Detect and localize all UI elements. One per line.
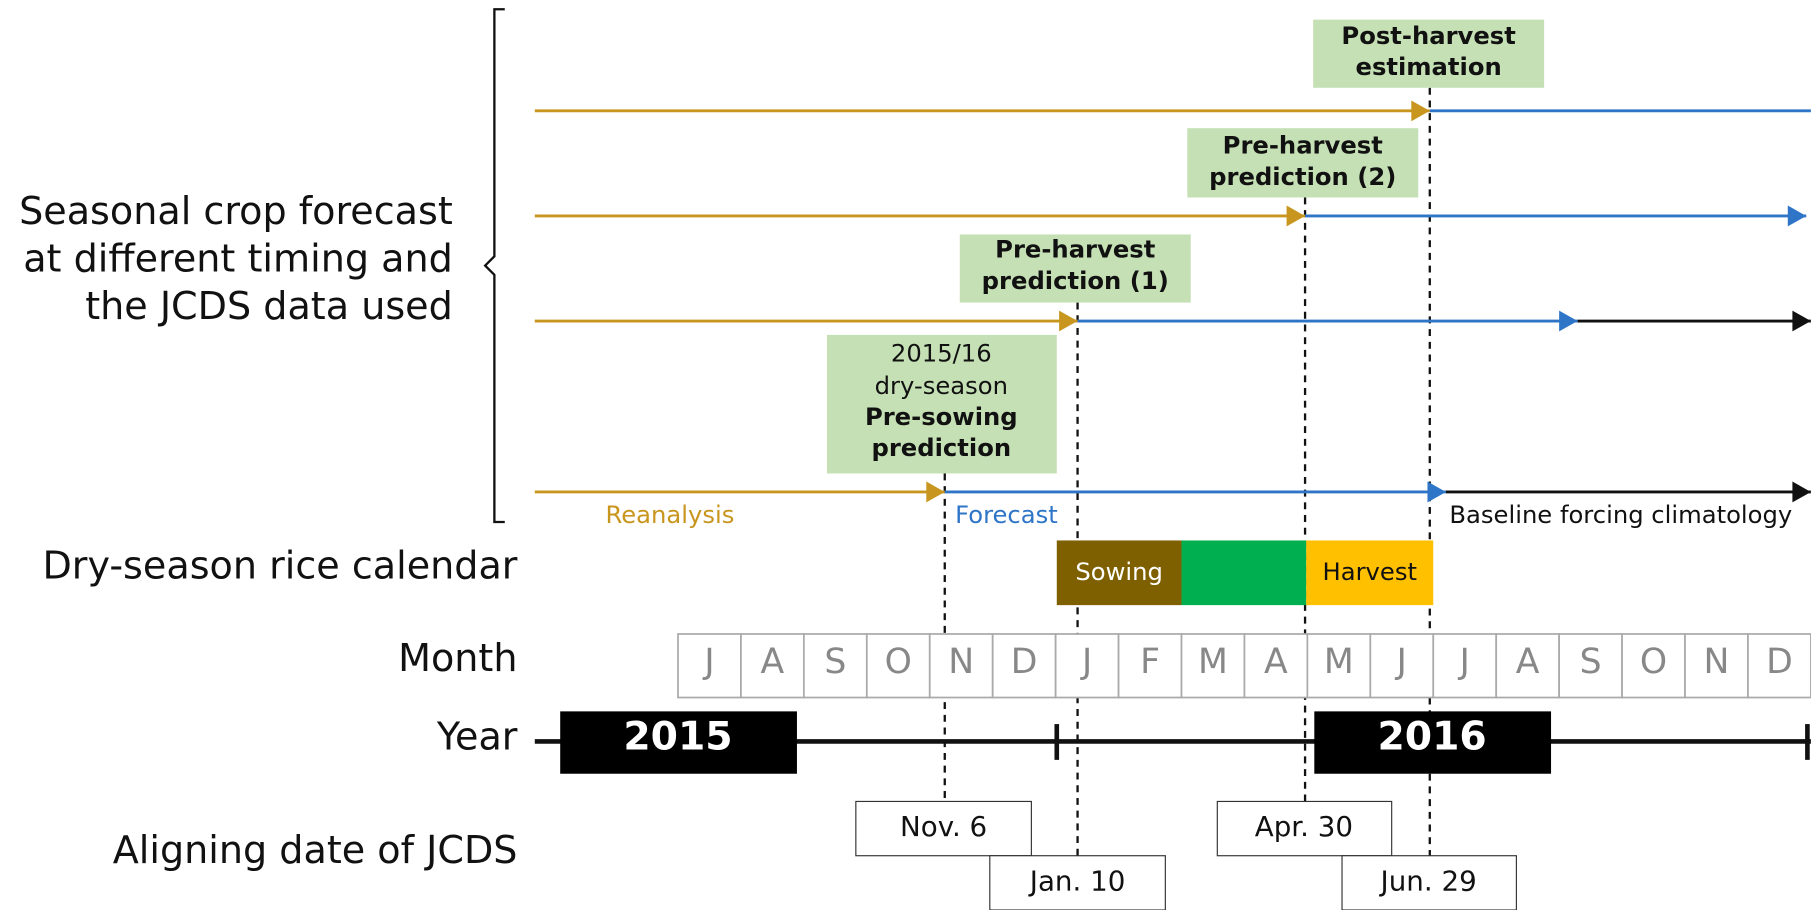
arrowhead <box>1792 481 1811 503</box>
date-text: Jan. 10 <box>1028 864 1126 897</box>
sowing-bar <box>1056 540 1182 606</box>
stage-box <box>1187 128 1419 198</box>
month-text: J <box>1458 642 1470 682</box>
row-label: Year <box>436 715 518 759</box>
month-text: O <box>1640 642 1667 682</box>
arrowhead <box>926 481 945 503</box>
stage-text: estimation <box>1356 52 1502 81</box>
month-text: D <box>1766 642 1793 682</box>
year-text: 2015 <box>623 715 732 760</box>
harvest-bar <box>1306 540 1434 606</box>
date-box <box>855 800 1032 857</box>
month-text: M <box>1198 642 1228 682</box>
date-box <box>1216 800 1393 857</box>
month-box <box>1558 633 1623 699</box>
date-text: Apr. 30 <box>1255 810 1353 843</box>
stage-text: Pre-harvest <box>1223 131 1384 160</box>
stage-text: Pre-sowing <box>865 402 1018 431</box>
row-label: Month <box>398 636 517 680</box>
date-text: Jun. 29 <box>1379 864 1477 897</box>
date-boxes: Nov. 6 Jan. 10 Apr. 30 Jun. 29 <box>855 800 1517 910</box>
month-box <box>991 633 1057 699</box>
month-text: J <box>702 642 714 682</box>
year-box <box>560 711 797 774</box>
arrowhead <box>1411 100 1430 122</box>
calendar-text: Sowing <box>1075 557 1163 586</box>
month-text: J <box>1395 642 1407 682</box>
calendar-text: Harvest <box>1322 557 1416 586</box>
arrowhead <box>1792 310 1811 332</box>
legend-text: Baseline forcing climatology <box>1449 500 1792 529</box>
legend-text: Reanalysis <box>605 500 734 529</box>
row-label: Seasonal crop forecast <box>19 189 453 233</box>
month-box <box>1747 633 1811 699</box>
stage-boxes: Post-harvest estimation Pre-harvest pred… <box>826 19 1545 474</box>
arrowhead <box>1787 205 1807 227</box>
row-label: the JCDS data used <box>85 284 453 328</box>
date-box <box>989 855 1166 910</box>
month-text: S <box>1580 642 1602 682</box>
month-text: D <box>1011 642 1038 682</box>
month-text: A <box>1516 642 1540 682</box>
stage-box <box>1313 19 1545 88</box>
month-box <box>1180 633 1246 699</box>
month-box <box>740 633 805 699</box>
month-text: F <box>1140 642 1160 682</box>
stage-text: dry-season <box>875 371 1008 400</box>
arrowhead <box>1427 481 1446 503</box>
arrowhead <box>1286 205 1306 227</box>
brace <box>483 8 505 524</box>
month-text: J <box>1080 642 1092 682</box>
stage-text: prediction (2) <box>1209 162 1396 191</box>
month-box <box>1621 633 1686 699</box>
rice-calendar: Sowing Harvest <box>1056 540 1434 606</box>
month-text: A <box>1264 642 1288 682</box>
month-text: N <box>948 642 974 682</box>
row-label: Dry-season rice calendar <box>42 544 517 588</box>
arrowhead <box>1059 310 1078 332</box>
month-box <box>865 633 931 699</box>
month-text: O <box>885 642 912 682</box>
month-box <box>1495 633 1560 699</box>
date-text: Nov. 6 <box>900 810 987 843</box>
stage-text: Pre-harvest <box>995 235 1156 264</box>
month-text: S <box>824 642 846 682</box>
stage-box <box>826 334 1057 474</box>
month-box <box>1243 633 1309 699</box>
date-box <box>1341 855 1517 910</box>
stage-text: prediction <box>871 433 1011 462</box>
stage-text: 2015/16 <box>891 339 992 368</box>
year-row: 2015 2016 <box>534 711 1811 774</box>
growing-bar <box>1181 540 1307 606</box>
arrowhead <box>1559 310 1578 332</box>
timelines <box>534 100 1811 503</box>
stage-text: prediction (1) <box>982 266 1169 295</box>
month-text: M <box>1324 642 1354 682</box>
month-box <box>1306 633 1372 699</box>
year-box <box>1314 711 1552 774</box>
stage-text: Post-harvest <box>1341 21 1516 50</box>
year-text: 2016 <box>1377 715 1486 760</box>
month-box <box>1117 633 1183 699</box>
month-text: N <box>1704 642 1730 682</box>
month-box <box>1684 633 1749 699</box>
stage-box <box>959 234 1191 303</box>
month-box <box>803 633 868 699</box>
row-label: at different timing and <box>23 236 453 280</box>
legend-text: Forecast <box>955 500 1058 529</box>
row-label: Aligning date of JCDS <box>113 828 518 872</box>
month-text: A <box>761 642 785 682</box>
